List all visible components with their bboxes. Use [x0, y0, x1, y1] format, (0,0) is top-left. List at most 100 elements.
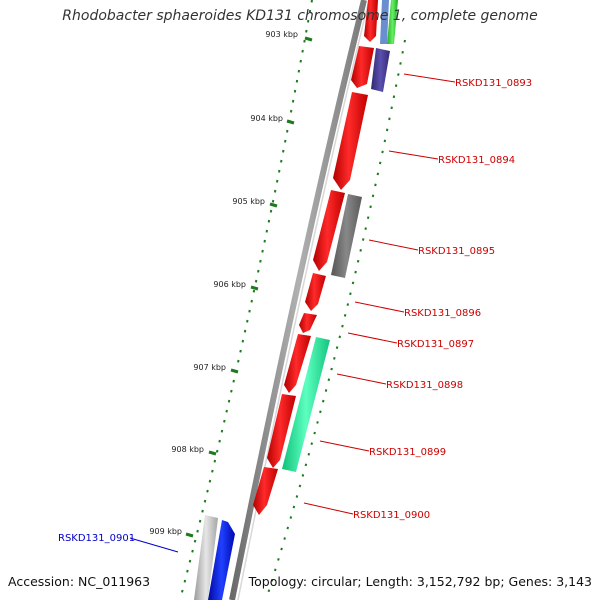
ring-dot	[251, 300, 252, 302]
ring-dot	[269, 590, 270, 592]
ring-dot	[317, 421, 318, 423]
ring-dot	[331, 368, 332, 370]
gene-label-RSKD131_0894[interactable]: RSKD131_0894	[438, 155, 515, 166]
gene-label-RSKD131_0893[interactable]: RSKD131_0893	[455, 78, 532, 89]
ring-dot	[249, 310, 250, 312]
ring-dot	[205, 500, 206, 502]
ring-dot	[269, 220, 270, 222]
ring-dot	[267, 230, 268, 232]
ring-dot	[182, 590, 183, 592]
tick-mark	[305, 38, 312, 40]
ring-dot	[254, 290, 255, 292]
ring-dot	[264, 240, 265, 242]
leader-line-0897	[348, 333, 397, 343]
ring-dot	[212, 470, 213, 472]
ring-dot	[229, 400, 230, 402]
ring-dot	[281, 548, 282, 550]
gene-label-RSKD131_0899[interactable]: RSKD131_0899	[369, 447, 446, 458]
ring-dot	[287, 527, 288, 529]
leader-line-0894	[389, 151, 438, 159]
leader-line-0901	[130, 538, 178, 552]
ring-dot	[233, 380, 234, 382]
gene-feature-navy	[371, 48, 390, 92]
tick-label-908: 908 kbp	[171, 445, 204, 454]
gene-features-inner-track	[194, 46, 374, 600]
ring-dot	[275, 569, 276, 571]
ring-dot	[363, 238, 364, 240]
ring-dot	[297, 495, 298, 497]
tick-label-909: 909 kbp	[149, 527, 182, 536]
tick-label-904: 904 kbp	[250, 114, 283, 123]
ring-dot	[238, 360, 239, 362]
gene-label-RSKD131_0900[interactable]: RSKD131_0900	[353, 510, 430, 521]
ring-dot	[340, 336, 341, 338]
gene-label-RSKD131_0896[interactable]: RSKD131_0896	[404, 308, 481, 319]
ring-dot	[373, 195, 374, 197]
ring-dot	[192, 550, 193, 552]
ring-dot	[337, 347, 338, 349]
tick-mark	[287, 121, 294, 123]
ring-dot	[258, 270, 259, 272]
ring-dot	[306, 464, 307, 466]
ring-dot	[303, 474, 304, 476]
ring-dot	[311, 443, 312, 445]
gene-label-RSKD131_0898[interactable]: RSKD131_0898	[386, 380, 463, 391]
ring-dot	[291, 516, 292, 518]
leader-line-0898	[337, 374, 386, 384]
tick-mark	[251, 287, 258, 289]
accession-text: Accession: NC_011963	[8, 574, 150, 589]
ring-dot	[278, 558, 279, 560]
gene-feature-RSKD131_0897	[299, 313, 317, 333]
ring-dot	[202, 510, 203, 512]
ring-dot	[247, 320, 248, 322]
ring-dot	[368, 217, 369, 219]
ring-dot	[217, 450, 218, 452]
ring-dot	[185, 580, 186, 582]
gene-label-RSKD131_0895[interactable]: RSKD131_0895	[418, 246, 495, 257]
map-title: Rhodobacter sphaeroides KD131 chromosome…	[0, 8, 600, 24]
ring-dot	[294, 506, 295, 508]
ring-dot	[353, 282, 354, 284]
ring-dot	[224, 420, 225, 422]
ring-dot	[262, 250, 263, 252]
ring-dot	[260, 260, 261, 262]
leader-line-0899	[320, 441, 369, 451]
ring-dot	[195, 540, 196, 542]
ring-dot	[334, 357, 335, 359]
ring-dot	[231, 390, 232, 392]
topology-text: Topology: circular; Length: 3,152,792 bp…	[249, 574, 592, 589]
ring-dot	[314, 432, 315, 434]
ring-dot	[190, 560, 191, 562]
ring-dot	[197, 530, 198, 532]
ring-dot	[323, 400, 324, 402]
ring-dot	[309, 453, 310, 455]
ring-dot	[210, 480, 211, 482]
tick-label-905: 905 kbp	[232, 197, 265, 206]
leader-line-0900	[304, 503, 353, 514]
ring-dot	[342, 325, 343, 327]
ring-dot	[348, 303, 349, 305]
gene-label-RSKD131_0897[interactable]: RSKD131_0897	[397, 339, 474, 350]
tick-mark	[186, 534, 193, 536]
ring-dot	[345, 314, 346, 316]
ring-dot	[350, 293, 351, 295]
ring-dot	[207, 490, 208, 492]
ring-dot	[215, 460, 216, 462]
leader-line-0895	[369, 240, 418, 250]
tick-mark	[231, 370, 238, 372]
gene-feature-RSKD131_0893	[351, 46, 374, 88]
ring-dot	[219, 440, 220, 442]
gene-label-RSKD131_0901[interactable]: RSKD131_0901	[58, 533, 135, 544]
ring-dot	[243, 340, 244, 342]
ring-dot	[370, 206, 371, 208]
tick-mark	[209, 452, 216, 454]
tick-label-906: 906 kbp	[213, 280, 246, 289]
ring-dot	[256, 280, 257, 282]
ring-dot	[187, 570, 188, 572]
ring-dot	[360, 249, 361, 251]
ring-dot	[300, 485, 301, 487]
tick-label-903: 903 kbp	[265, 30, 298, 39]
ring-dot	[355, 271, 356, 273]
